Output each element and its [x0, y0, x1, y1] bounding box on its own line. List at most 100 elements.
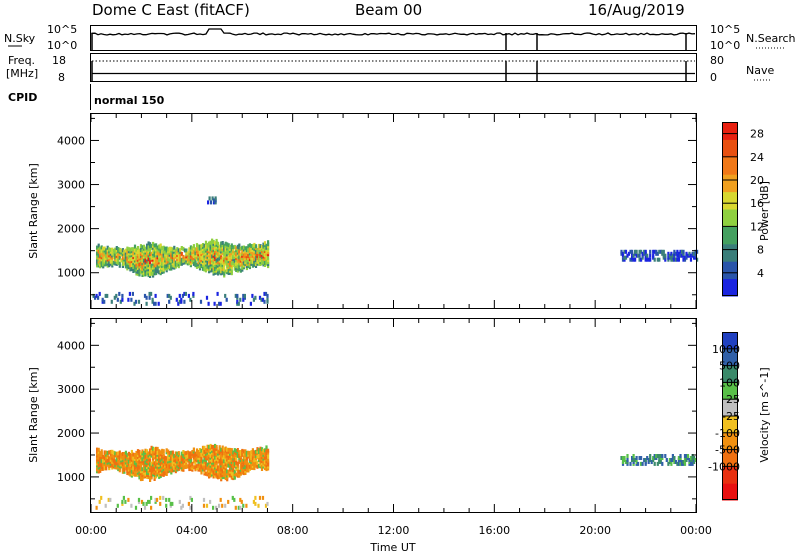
echo-cell [624, 460, 628, 464]
cpid-label: CPID [8, 91, 37, 104]
echo-cell [635, 253, 638, 258]
echo-cell [233, 469, 236, 474]
echo-cell [631, 255, 634, 260]
echo-cell [206, 470, 209, 475]
echo-cell [245, 246, 248, 251]
echo-cell [264, 291, 268, 296]
echo-cell [257, 463, 261, 468]
echo-cell [106, 253, 109, 258]
echo-cell [204, 448, 208, 453]
echo-cell [238, 267, 241, 272]
echo-cell [171, 501, 174, 506]
echo-cell [694, 458, 697, 462]
echo-cell [146, 449, 149, 454]
echo-cell [689, 257, 693, 262]
echo-cell [218, 244, 221, 249]
echo-cell [200, 244, 203, 249]
echo-cell [258, 295, 262, 300]
echo-cell [224, 293, 227, 298]
echo-cell [142, 450, 146, 455]
echo-cell [254, 495, 257, 500]
echo-cell [251, 448, 254, 453]
echo-cell [135, 468, 138, 473]
echo-cell [638, 257, 641, 262]
echo-cell [176, 247, 179, 252]
echo-cell [121, 293, 124, 298]
echo-cell [214, 443, 217, 448]
echo-cell [100, 495, 103, 500]
echo-cell [103, 450, 106, 455]
echo-cell [131, 291, 134, 296]
beam-title: Beam 00 [355, 1, 422, 19]
echo-cell [218, 503, 221, 508]
echo-cell [178, 299, 181, 304]
echo-cell [100, 245, 103, 250]
echo-cell [211, 196, 214, 201]
echo-cell [156, 450, 159, 455]
echo-cell [262, 448, 265, 453]
echo-cell [230, 261, 233, 266]
echo-cell [631, 456, 634, 460]
echo-cell [694, 253, 697, 258]
echo-cell [168, 258, 171, 263]
colorbar-tick-label: 16 [750, 197, 764, 210]
echo-cell [267, 252, 270, 257]
echo-cell [230, 269, 233, 274]
echo-cell [167, 247, 170, 252]
echo-cell [174, 451, 177, 456]
echo-cell [184, 291, 187, 296]
echo-cell [159, 261, 162, 266]
echo-cell [626, 458, 629, 462]
echo-cell [188, 465, 191, 470]
echo-cell [102, 246, 105, 251]
echo-cell [623, 456, 626, 460]
echo-cell [659, 249, 662, 254]
echo-cell [146, 468, 149, 473]
colorbar-frame [722, 122, 738, 296]
echo-cell [257, 243, 261, 248]
echo-cell [162, 259, 165, 264]
echo-cell [111, 449, 114, 454]
echo-cell [173, 454, 176, 458]
echo-cell [123, 261, 126, 266]
echo-cell [248, 451, 251, 455]
echo-cell [152, 452, 155, 457]
echo-cell [257, 454, 261, 459]
echo-cell [204, 471, 208, 476]
echo-cell [664, 253, 667, 258]
echo-cell [112, 252, 115, 257]
echo-cell [168, 293, 171, 298]
nsearch-tick-high: 10^5 [710, 23, 740, 36]
echo-cell [680, 460, 684, 464]
echo-cell [205, 295, 209, 300]
echo-cell [142, 468, 146, 473]
echo-cell [183, 256, 186, 261]
echo-cell [149, 268, 152, 272]
echo-cell [632, 458, 635, 462]
echo-cell [111, 453, 114, 458]
echo-cell [182, 465, 185, 470]
echo-cell [126, 461, 129, 466]
echo-cell [162, 449, 165, 454]
y-tick-label: 1000 [57, 471, 85, 484]
echo-cell [120, 258, 123, 263]
echo-cell [127, 451, 130, 456]
echo-cell [682, 460, 685, 464]
echo-cell [640, 461, 643, 466]
echo-cell [111, 463, 114, 468]
echo-cell [244, 465, 247, 470]
echo-cell [100, 449, 103, 454]
echo-cell [245, 503, 248, 508]
echo-cell [195, 448, 199, 453]
echo-cell [218, 465, 221, 469]
echo-cell [266, 293, 269, 298]
echo-cell [207, 301, 210, 306]
echo-cell [217, 253, 220, 258]
echo-cell [265, 445, 268, 450]
colorbar-segment [722, 399, 738, 417]
echo-cell [122, 495, 125, 500]
colorbar-segment [722, 139, 738, 158]
echo-cell [120, 248, 123, 253]
echo-cell [635, 456, 638, 460]
echo-cell [689, 253, 693, 258]
